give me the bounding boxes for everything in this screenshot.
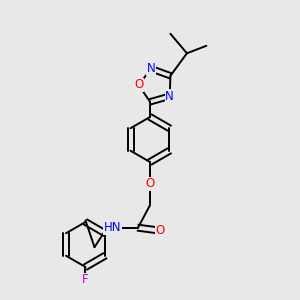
Text: O: O (134, 78, 143, 92)
Text: O: O (146, 177, 154, 190)
Text: N: N (165, 90, 174, 103)
Text: F: F (82, 273, 89, 286)
Text: O: O (156, 224, 165, 237)
Text: HN: HN (104, 221, 121, 234)
Text: N: N (147, 62, 156, 75)
